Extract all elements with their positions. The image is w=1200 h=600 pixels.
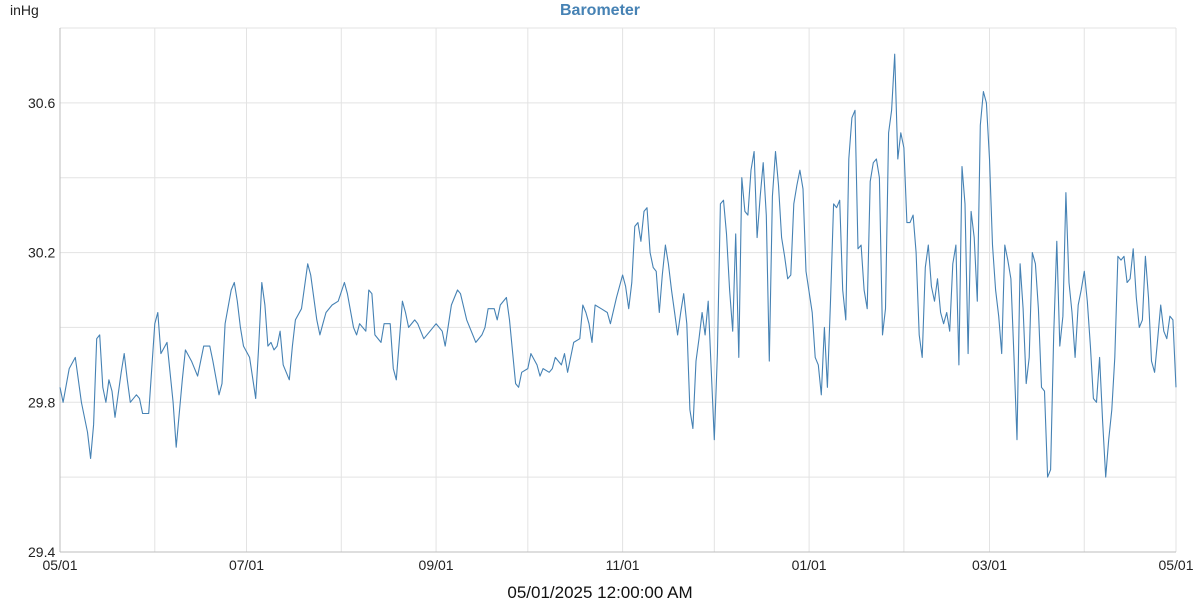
x-axis-caption: 05/01/2025 12:00:00 AM xyxy=(507,583,692,600)
y-tick-label: 29.4 xyxy=(28,544,55,560)
x-tick-label: 05/01 xyxy=(1158,557,1193,573)
series-layer xyxy=(59,53,1177,478)
y-axis-unit-label: inHg xyxy=(10,2,39,18)
chart-title: Barometer xyxy=(560,2,640,19)
x-tick-label: 03/01 xyxy=(972,557,1007,573)
grid-lines xyxy=(59,27,1177,553)
x-tick-label: 09/01 xyxy=(419,557,454,573)
y-axis-ticks: 29.4 29.8 30.2 30.6 xyxy=(28,95,55,560)
x-tick-label: 11/01 xyxy=(606,557,640,573)
x-tick-label: 07/01 xyxy=(229,557,264,573)
y-tick-label: 30.2 xyxy=(28,245,55,261)
y-tick-label: 29.8 xyxy=(28,394,55,410)
plot-frame xyxy=(59,28,1176,553)
x-tick-label: 05/01 xyxy=(42,557,77,573)
y-tick-label: 30.6 xyxy=(28,95,55,111)
x-axis-ticks: 05/01 07/01 09/01 11/01 01/01 03/01 05/01 xyxy=(42,557,1193,573)
x-tick-label: 01/01 xyxy=(792,557,827,573)
series-line-0 xyxy=(59,53,1177,478)
